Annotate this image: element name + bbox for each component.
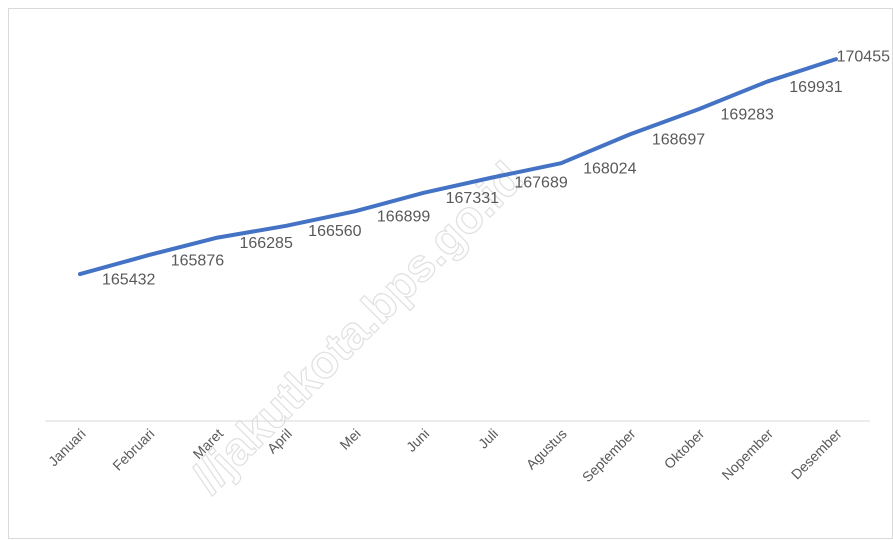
data-label: 169283 [721,107,774,124]
data-label: 168697 [652,132,705,149]
data-label: 165876 [171,252,224,269]
data-label: 166899 [377,209,430,226]
data-label: 167689 [514,175,567,192]
data-label: 166560 [308,223,361,240]
data-label: 165432 [102,271,155,288]
data-label: 166285 [239,235,292,252]
data-label: 170455 [837,48,890,65]
data-label: 167331 [446,190,499,207]
chart-border [8,8,893,539]
data-label: 169931 [789,79,842,96]
data-label: 168024 [583,160,636,177]
line [78,57,838,277]
